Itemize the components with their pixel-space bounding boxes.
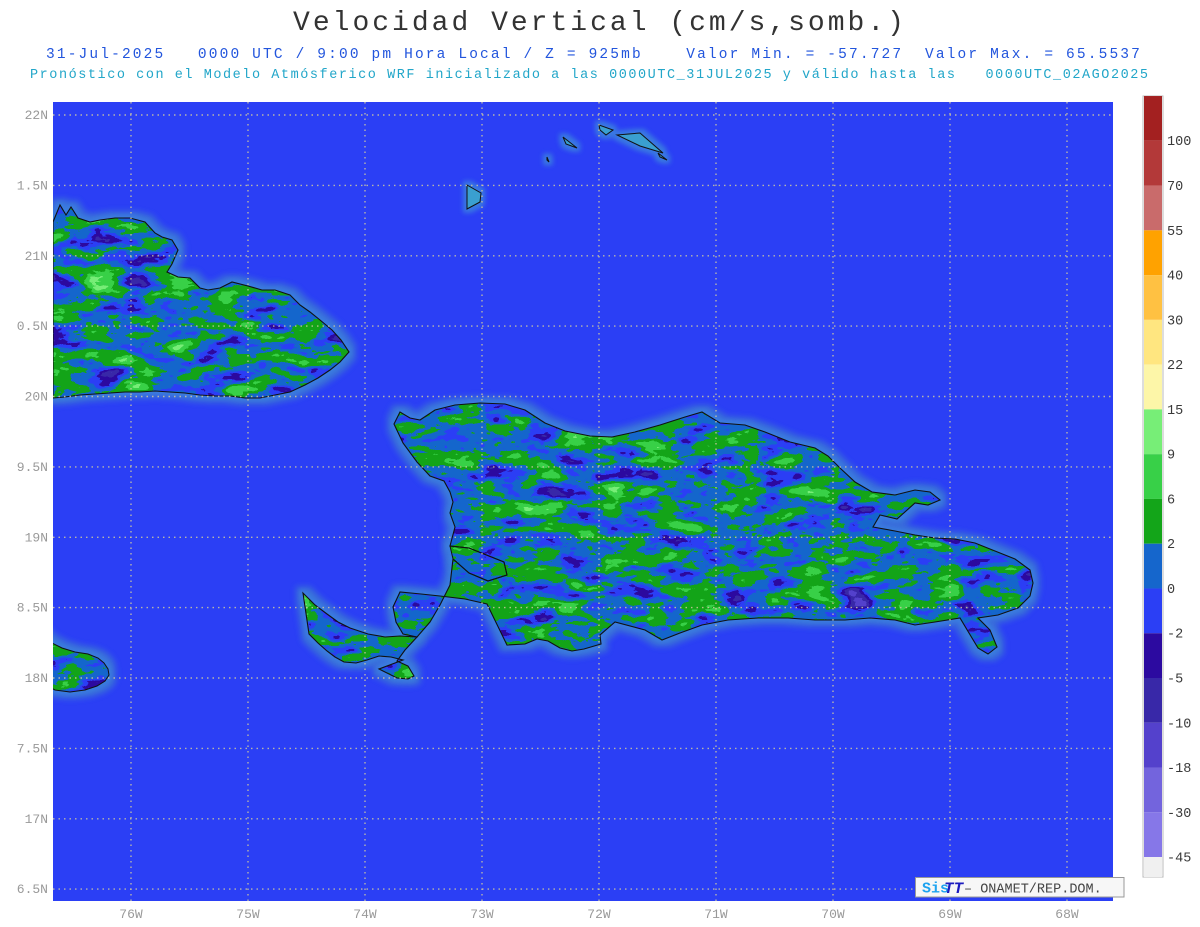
svg-text:-2: -2 [1167, 628, 1183, 643]
svg-text:15: 15 [1167, 404, 1183, 419]
svg-text:68W: 68W [1055, 907, 1079, 922]
svg-text:-30: -30 [1167, 807, 1191, 822]
svg-text:21N: 21N [25, 249, 48, 264]
svg-text:30: 30 [1167, 314, 1183, 329]
svg-text:-10: -10 [1167, 717, 1191, 732]
svg-text:6.5N: 6.5N [17, 882, 48, 897]
svg-text:18N: 18N [25, 671, 48, 686]
svg-text:19N: 19N [25, 530, 48, 545]
svg-text:8.5N: 8.5N [17, 601, 48, 616]
svg-text:22: 22 [1167, 359, 1183, 374]
svg-text:9: 9 [1167, 449, 1175, 464]
svg-text:70: 70 [1167, 180, 1183, 195]
svg-text:-5: -5 [1167, 673, 1183, 688]
svg-text:100: 100 [1167, 135, 1191, 150]
svg-text:22N: 22N [25, 108, 48, 123]
svg-text:7.5N: 7.5N [17, 741, 48, 756]
svg-text:75W: 75W [236, 907, 260, 922]
svg-text:20N: 20N [25, 390, 48, 405]
svg-text:-45: -45 [1167, 852, 1191, 867]
svg-text:69W: 69W [938, 907, 962, 922]
svg-text:9.5N: 9.5N [17, 460, 48, 475]
svg-text:40: 40 [1167, 270, 1183, 285]
svg-text:TT: TT [944, 880, 965, 898]
svg-text:0: 0 [1167, 583, 1175, 598]
svg-text:17N: 17N [25, 812, 48, 827]
svg-text:76W: 76W [119, 907, 143, 922]
svg-text:1.5N: 1.5N [17, 178, 48, 193]
svg-text:70W: 70W [821, 907, 845, 922]
svg-text:74W: 74W [353, 907, 377, 922]
svg-text:55: 55 [1167, 225, 1183, 240]
svg-text:6: 6 [1167, 493, 1175, 508]
svg-text:0.5N: 0.5N [17, 319, 48, 334]
svg-text:2: 2 [1167, 538, 1175, 553]
svg-text:72W: 72W [587, 907, 611, 922]
svg-text:73W: 73W [470, 907, 494, 922]
svg-text:– ONAMET/REP.DOM.: – ONAMET/REP.DOM. [964, 882, 1102, 897]
svg-text:-18: -18 [1167, 762, 1191, 777]
svg-text:71W: 71W [704, 907, 728, 922]
